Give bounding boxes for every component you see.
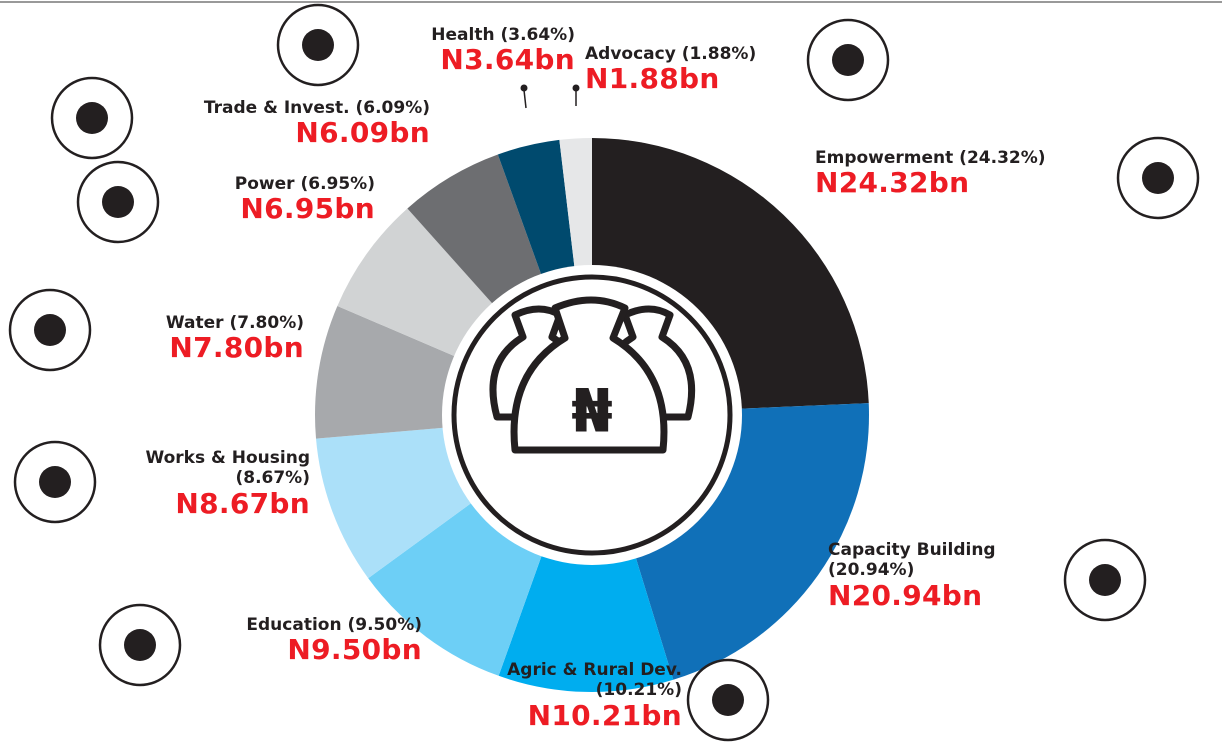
slice-label: Capacity Building (20.94%) N20.94bn (828, 540, 1058, 612)
icon-glyph (832, 44, 864, 76)
slice-label: Trade & Invest. (6.09%) N6.09bn (204, 98, 430, 149)
value-label: N20.94bn (828, 578, 983, 612)
value-label: N6.95bn (240, 192, 375, 226)
slice-label: Empowerment (24.32%) N24.32bn (815, 148, 1046, 199)
leader-dot (572, 84, 580, 92)
category-name: Works & Housing (8.67%) (145, 448, 310, 489)
value-label: N7.80bn (169, 331, 304, 365)
category-name: Trade & Invest. (6.09%) (203, 98, 430, 118)
leader-line (523, 89, 527, 109)
icon-glyph (124, 629, 156, 661)
icon-glyph (39, 466, 71, 498)
category-name: Water (7.80%) (165, 313, 304, 333)
icon-glyph (1089, 564, 1121, 596)
value-label: N9.50bn (287, 633, 422, 667)
value-label: N3.64bn (440, 43, 575, 77)
icon-glyph (302, 29, 334, 61)
value-label: N10.21bn (527, 698, 682, 732)
category-name: Advocacy (1.88%) (585, 44, 757, 64)
money-bags-icon (489, 296, 696, 454)
slice-label: Agric & Rural Dev. (10.21%) N10.21bn (502, 660, 682, 732)
icon-glyph (712, 684, 744, 716)
slice-label: Health (3.64%) N3.64bn (431, 25, 575, 76)
icon-glyph (76, 102, 108, 134)
icons (8, 3, 1200, 742)
category-name: Health (3.64%) (431, 25, 575, 45)
slice-label: Advocacy (1.88%) N1.88bn (585, 44, 756, 95)
category-name: Power (6.95%) (234, 174, 375, 194)
slice-label: Water (7.80%) N7.80bn (166, 313, 304, 364)
category-name: Capacity Building (20.94%) (828, 540, 996, 581)
value-label: N8.67bn (175, 486, 310, 520)
category-name: Empowerment (24.32%) (815, 148, 1046, 168)
value-label: N6.09bn (295, 116, 430, 150)
naira-sign: ₦ (571, 377, 613, 447)
leader-dot (520, 84, 528, 92)
value-label: N1.88bn (585, 62, 720, 96)
category-name: Agric & Rural Dev. (10.21%) (507, 660, 682, 701)
slice-label: Education (9.50%) N9.50bn (246, 615, 422, 666)
slice-label: Works & Housing (8.67%) N8.67bn (100, 448, 310, 520)
icon-glyph (1142, 162, 1174, 194)
icon-glyph (34, 314, 66, 346)
slice-label: Power (6.95%) N6.95bn (235, 174, 375, 225)
value-label: N24.32bn (815, 166, 970, 200)
category-name: Education (9.50%) (246, 615, 422, 635)
icon-glyph (102, 186, 134, 218)
